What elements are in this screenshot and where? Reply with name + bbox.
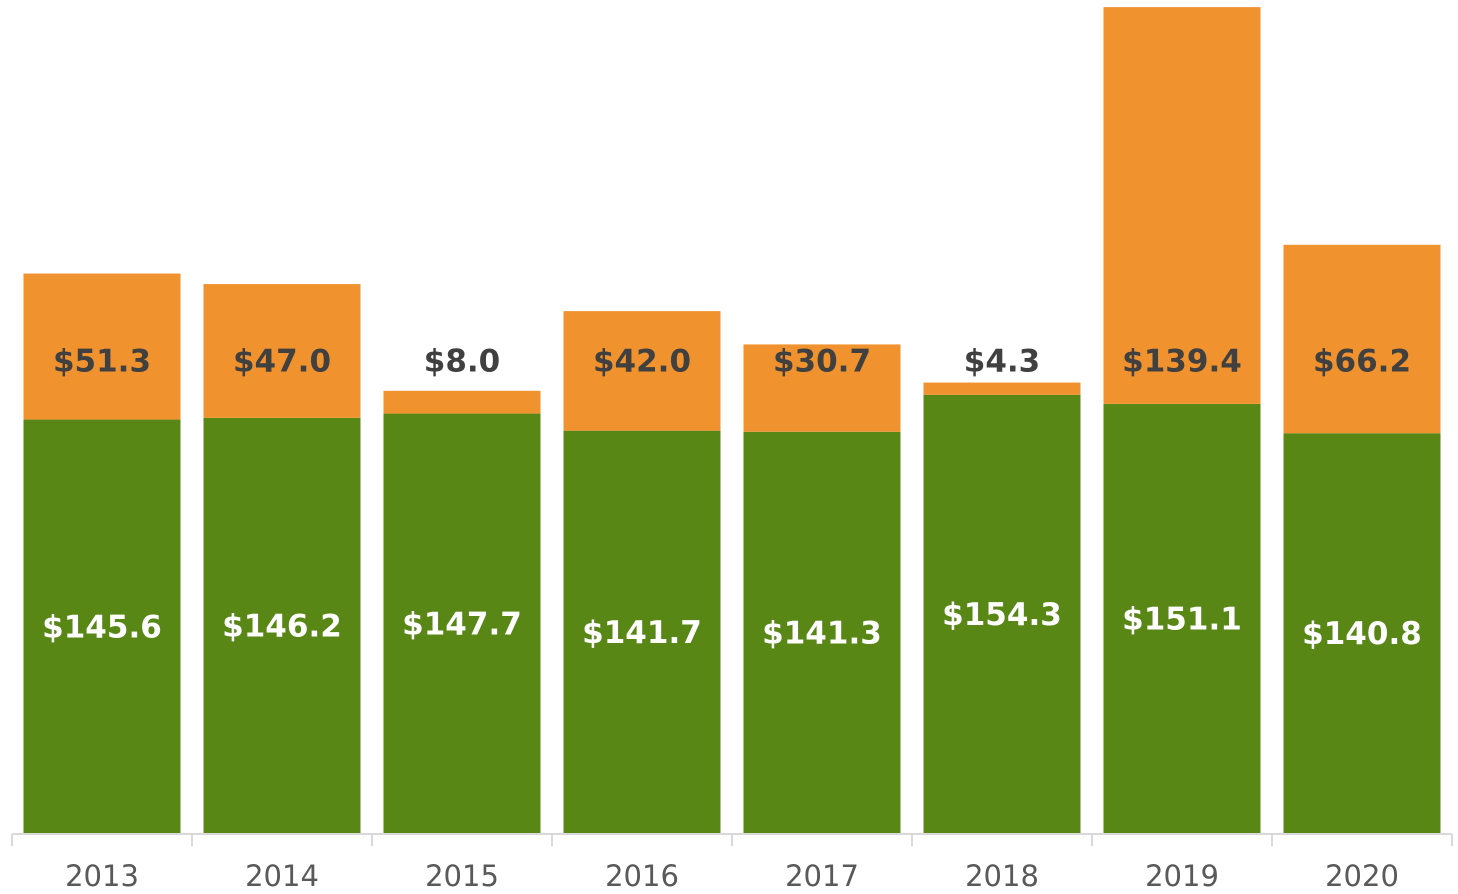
bar-segment xyxy=(1283,433,1441,834)
data-label: $66.2 xyxy=(1313,344,1411,380)
bar-segment xyxy=(203,284,361,418)
bar-segment xyxy=(743,344,901,432)
data-label: $139.4 xyxy=(1122,344,1242,380)
data-label: $141.3 xyxy=(762,615,882,651)
x-tick-label: 2015 xyxy=(425,859,499,893)
x-tick-label: 2019 xyxy=(1145,859,1219,893)
bar-segment xyxy=(1283,244,1441,434)
bar-segment xyxy=(1103,7,1261,404)
x-tick-label: 2020 xyxy=(1325,859,1399,893)
bar-segment xyxy=(383,413,541,834)
bar-segment xyxy=(23,273,181,420)
data-label: $30.7 xyxy=(773,344,871,380)
data-label: $140.8 xyxy=(1302,616,1422,652)
data-label: $42.0 xyxy=(593,344,691,380)
bar-segment xyxy=(923,394,1081,834)
data-label: $51.3 xyxy=(53,344,151,380)
data-label: $151.1 xyxy=(1122,601,1242,637)
data-label: $145.6 xyxy=(42,609,162,645)
x-tick-label: 2017 xyxy=(785,859,859,893)
bar-segment xyxy=(23,419,181,834)
bar-segment xyxy=(1103,403,1261,834)
data-label: $146.2 xyxy=(222,608,342,644)
data-label: $141.7 xyxy=(582,615,702,651)
x-tick-label: 2016 xyxy=(605,859,679,893)
data-label: $4.3 xyxy=(964,344,1041,380)
x-tick-label: 2014 xyxy=(245,859,319,893)
bar-segment xyxy=(743,431,901,834)
bar-segment xyxy=(203,417,361,834)
data-label: $8.0 xyxy=(424,344,501,380)
bar-segment xyxy=(563,430,721,834)
data-label: $47.0 xyxy=(233,344,331,380)
bar-segment xyxy=(563,311,721,431)
data-label: $147.7 xyxy=(402,606,522,642)
bar-segment xyxy=(383,390,541,414)
data-label: $154.3 xyxy=(942,597,1062,633)
bar-segment xyxy=(923,382,1081,395)
x-tick-label: 2018 xyxy=(965,859,1039,893)
x-tick-label: 2013 xyxy=(65,859,139,893)
